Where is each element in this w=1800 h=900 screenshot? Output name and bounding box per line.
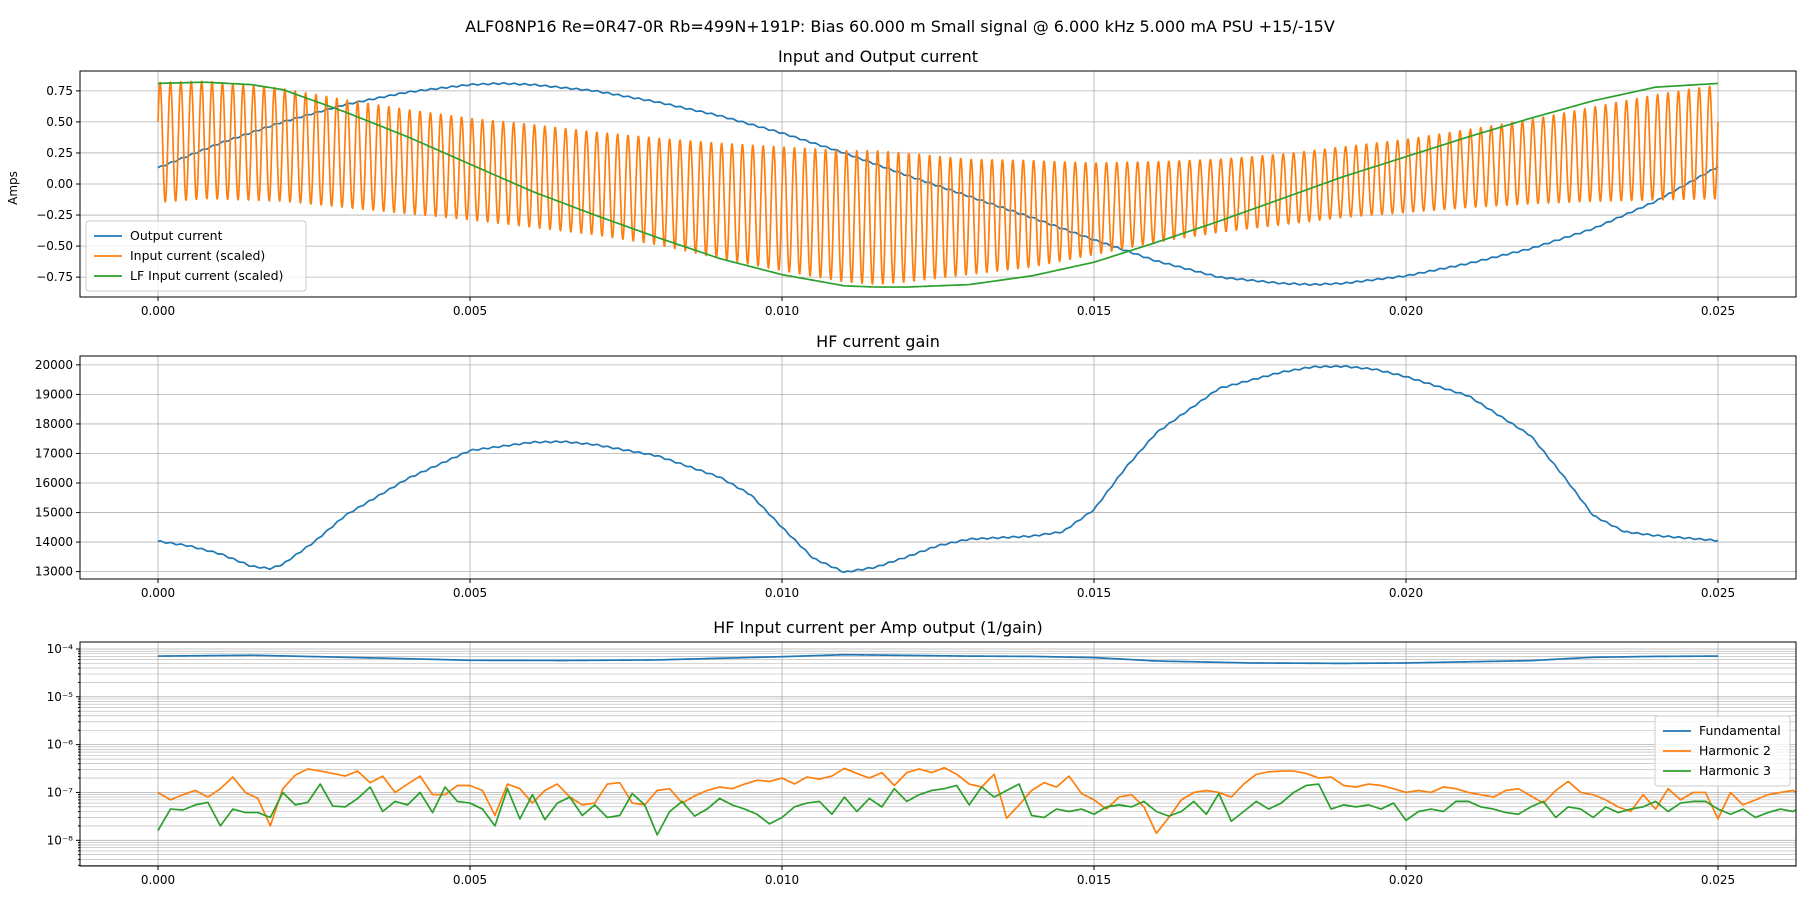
x-tick-label: 0.000 <box>141 586 175 600</box>
panel-hf-current-gain: HF current gain 0.000 0.005 0.010 0.015 0.02… <box>35 332 1797 600</box>
legend: Output current Input current (scaled) LF I… <box>85 220 307 292</box>
series-line-input-current-scaled <box>157 80 1719 285</box>
y-tick-label: 16000 <box>35 476 73 490</box>
y-tick-label: 13000 <box>35 565 73 579</box>
legend-entry: Output current <box>130 228 223 243</box>
x-tick-label: 0.020 <box>1389 304 1423 318</box>
x-tick-label: 0.005 <box>453 873 487 887</box>
legend-entry: Harmonic 3 <box>1699 763 1771 778</box>
y-tick-label: 20000 <box>35 358 73 372</box>
x-tick-label: 0.010 <box>765 586 799 600</box>
series-line-harmonic-3 <box>157 783 1796 836</box>
legend-entry: Input current (scaled) <box>130 248 265 263</box>
plot-frame <box>79 641 1797 867</box>
x-tick-label: 0.010 <box>765 304 799 318</box>
y-tick-label: 15000 <box>35 506 73 520</box>
x-tick-label: 0.025 <box>1701 304 1735 318</box>
panel-title: HF Input current per Amp output (1/gain) <box>713 618 1043 637</box>
y-tick-label: 0.00 <box>46 177 73 191</box>
x-tick-label: 0.025 <box>1701 586 1735 600</box>
figure-suptitle: ALF08NP16 Re=0R47-0R Rb=499N+191P: Bias … <box>465 17 1335 36</box>
y-tick-label: −0.75 <box>36 270 73 284</box>
x-tick-label: 0.020 <box>1389 873 1423 887</box>
legend: Fundamental Harmonic 2 Harmonic 3 <box>1654 715 1791 787</box>
y-tick-label: 17000 <box>35 446 73 460</box>
panel-hf-input-per-amp: HF Input current per Amp output (1/gain)… <box>47 618 1797 887</box>
x-tick-label: 0.005 <box>453 586 487 600</box>
x-tick-label: 0.020 <box>1389 586 1423 600</box>
series-line-gain <box>157 364 1719 574</box>
legend-entry: LF Input current (scaled) <box>130 268 283 283</box>
y-tick-label: 18000 <box>35 417 73 431</box>
y-tick-label: 10⁻⁴ <box>47 642 74 656</box>
x-tick-label: 0.015 <box>1077 304 1111 318</box>
x-tick-label: 0.000 <box>141 304 175 318</box>
plot-frame <box>79 355 1797 580</box>
series-line-fundamental <box>157 653 1719 665</box>
y-tick-label: −0.25 <box>36 208 73 222</box>
y-tick-label: 19000 <box>35 387 73 401</box>
panel-input-output-current: Input and Output current Amps 0.000 0.005… <box>6 47 1797 318</box>
legend-entry: Fundamental <box>1699 723 1781 738</box>
series-line-lf-input-current-scaled <box>157 81 1719 288</box>
y-tick-label: 10⁻⁷ <box>47 785 74 799</box>
legend-box <box>1654 715 1791 787</box>
x-tick-label: 0.015 <box>1077 873 1111 887</box>
x-tick-label: 0.005 <box>453 304 487 318</box>
y-tick-label: 0.50 <box>46 115 73 129</box>
y-tick-label: 10⁻⁸ <box>47 833 74 847</box>
legend-box <box>85 220 307 292</box>
y-tick-label: 10⁻⁵ <box>47 690 74 704</box>
y-tick-label: 0.75 <box>46 84 73 98</box>
x-tick-label: 0.000 <box>141 873 175 887</box>
x-tick-label: 0.015 <box>1077 586 1111 600</box>
y-axis-label: Amps <box>6 171 20 205</box>
x-tick-label: 0.025 <box>1701 873 1735 887</box>
y-tick-label: 14000 <box>35 535 73 549</box>
panel-title: Input and Output current <box>778 47 978 66</box>
x-tick-label: 0.010 <box>765 873 799 887</box>
y-tick-label: −0.50 <box>36 239 73 253</box>
panel-title: HF current gain <box>816 332 940 351</box>
y-tick-label: 10⁻⁶ <box>47 738 74 752</box>
legend-entry: Harmonic 2 <box>1699 743 1771 758</box>
y-tick-label: 0.25 <box>46 146 73 160</box>
series-line-harmonic-2 <box>157 766 1796 835</box>
